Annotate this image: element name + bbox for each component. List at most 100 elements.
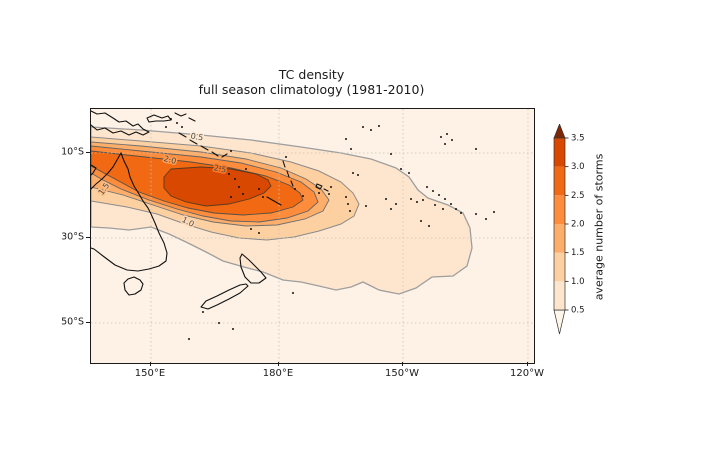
coastline: [178, 132, 187, 138]
island-dot: [493, 211, 495, 213]
island-dot: [395, 203, 397, 205]
y-tick-mark: [86, 152, 90, 153]
colorbar-segment: [554, 252, 565, 282]
coastline: [91, 152, 168, 272]
island-dot: [390, 153, 392, 155]
island-dot: [262, 196, 264, 198]
island-dot: [420, 220, 422, 222]
island-dot: [176, 122, 178, 124]
island-dot: [428, 225, 430, 227]
contour-label: 0.5: [190, 131, 204, 142]
island-dot: [357, 174, 359, 176]
coastline: [200, 283, 249, 310]
x-tick-mark: [402, 362, 403, 366]
x-tick-mark: [150, 362, 151, 366]
chart-title: TC density full season climatology (1981…: [90, 67, 533, 97]
island-dot: [230, 150, 232, 152]
x-tick-mark: [278, 362, 279, 366]
island-dot: [285, 156, 287, 158]
colorbar-tick-label: 1.5: [571, 248, 585, 258]
colorbar-over-arrow: [553, 124, 566, 139]
island-dot: [485, 218, 487, 220]
island-dot: [170, 118, 172, 120]
map-axes: 0.5 2.0 2.5 1.0 1.5: [90, 108, 535, 364]
coastline: [315, 183, 323, 190]
island-dot: [181, 126, 183, 128]
island-dot: [422, 199, 424, 201]
coastline: [174, 112, 187, 117]
x-tick-label: 150°W: [385, 368, 419, 379]
coastline: [189, 139, 198, 145]
coastline: [282, 160, 286, 168]
island-dot: [294, 188, 296, 190]
colorbar-segment: [554, 281, 565, 310]
y-tick-label: 10°S: [61, 146, 84, 158]
island-dot: [475, 148, 477, 150]
island-dot: [455, 208, 457, 210]
colorbar-tick-label: 3.0: [571, 162, 585, 172]
island-dot: [347, 203, 349, 205]
title-line-2: full season climatology (1981-2010): [198, 81, 425, 97]
island-dot: [365, 205, 367, 207]
y-tick-label: 30°S: [61, 231, 84, 243]
coastline: [188, 117, 196, 122]
colorbar-tick-label: 2.0: [571, 220, 585, 230]
colorbar-tick-label: 1.0: [571, 277, 585, 287]
island-dot: [302, 195, 304, 197]
colorbar-axis-label: average number of storms: [592, 153, 606, 301]
colorbar-tick-label: 3.5: [571, 134, 585, 144]
island-dot: [438, 194, 440, 196]
coastline: [211, 151, 219, 157]
island-dot: [230, 196, 232, 198]
x-tick-label: 120°W: [510, 368, 544, 379]
colorbar-under-arrow: [553, 309, 566, 335]
contour-label: 2.5: [213, 163, 227, 174]
island-dot: [444, 143, 446, 145]
island-dot: [408, 172, 410, 174]
island-dot: [345, 138, 347, 140]
island-dot: [188, 338, 190, 340]
colorbar-tick-label: 2.5: [571, 191, 585, 201]
coastline: [323, 188, 329, 192]
island-dot: [165, 126, 167, 128]
coastline: [123, 276, 144, 296]
contour-band-3: [163, 166, 272, 207]
coastline: [221, 153, 228, 158]
y-tick-mark: [86, 237, 90, 238]
coastline: [91, 152, 122, 190]
island-dot: [416, 201, 418, 203]
colorbar-segment: [554, 195, 565, 224]
coastline: [290, 180, 294, 187]
island-dot: [378, 125, 380, 127]
island-dot: [362, 126, 364, 128]
island-dot: [234, 178, 236, 180]
island-dot: [328, 193, 330, 195]
island-dot: [292, 292, 294, 294]
colorbar-segment: [554, 224, 565, 253]
island-dot: [440, 136, 442, 138]
x-tick-label: 150°E: [134, 368, 166, 379]
island-dot: [446, 133, 448, 135]
island-dot: [318, 192, 320, 194]
colorbar: 3.5 3.0 2.5 2.0 1.5 1.0 0.5: [553, 124, 585, 335]
contour-map-canvas: 0.52.02.51.01.5: [91, 109, 534, 363]
island-dot: [228, 173, 230, 175]
coastline: [91, 110, 150, 136]
island-dot: [258, 188, 260, 190]
island-dot: [434, 204, 436, 206]
island-dot: [238, 186, 240, 188]
island-dot: [330, 186, 332, 188]
island-dot: [385, 198, 387, 200]
island-dot: [232, 328, 234, 330]
island-dot: [202, 311, 204, 313]
island-dot: [352, 172, 354, 174]
title-line-1: TC density: [278, 67, 345, 82]
island-dot: [258, 232, 260, 234]
island-dot: [442, 208, 444, 210]
island-dot: [390, 208, 392, 210]
x-tick-label: 180°E: [262, 368, 294, 379]
coastline: [200, 145, 209, 151]
island-dot: [370, 129, 372, 131]
colorbar-segment: [554, 166, 565, 196]
